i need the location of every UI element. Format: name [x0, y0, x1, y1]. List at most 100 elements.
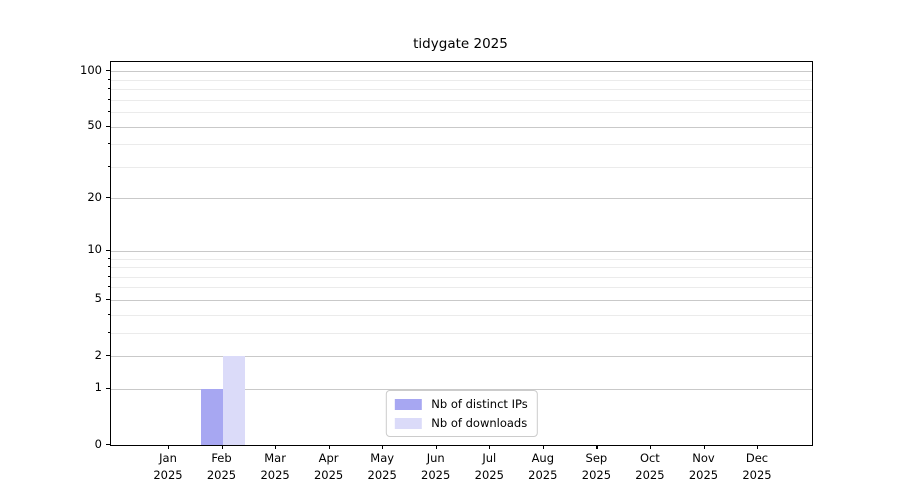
y-minor-tick-mark: [107, 110, 110, 113]
x-tick-label: Oct 2025: [620, 450, 680, 483]
x-tick-mark: [703, 445, 705, 449]
minor-gridline: [111, 144, 812, 146]
legend-swatch: [394, 417, 422, 429]
chart-title: tidygate 2025: [413, 36, 508, 52]
y-minor-tick-mark: [107, 266, 110, 268]
x-tick-mark: [275, 445, 277, 449]
y-minor-tick-mark: [107, 165, 110, 167]
x-tick-month: Mar: [264, 451, 286, 465]
y-minor-tick-mark: [107, 331, 110, 333]
x-tick-label: Apr 2025: [299, 450, 359, 483]
legend-item-label: Nb of distinct IPs: [431, 397, 528, 411]
legend-item-label: Nb of downloads: [431, 416, 528, 430]
x-tick-month: Sep: [585, 451, 608, 465]
x-tick-mark: [221, 445, 223, 449]
major-gridline: [111, 250, 812, 252]
x-tick-month: Dec: [745, 451, 769, 465]
y-minor-tick-mark: [107, 143, 110, 145]
x-tick-month: Jan: [159, 451, 177, 465]
x-tick-label: Mar 2025: [245, 450, 305, 483]
major-gridline: [111, 356, 812, 357]
x-tick-year: 2025: [260, 467, 290, 482]
x-tick-mark: [435, 445, 437, 449]
y-tick-label: 2: [94, 347, 102, 362]
bar-nb-of-distinct-ips: [200, 388, 223, 445]
y-tick-label: 1: [94, 380, 102, 395]
major-gridline: [111, 71, 812, 73]
legend-swatch: [394, 398, 422, 410]
x-tick-label: Jul 2025: [459, 450, 519, 483]
y-minor-tick-mark: [107, 257, 110, 259]
minor-gridline: [111, 79, 812, 81]
y-tick-label: 100: [80, 62, 102, 77]
legend: Nb of distinct IPs Nb of downloads: [385, 390, 538, 437]
x-tick-month: Feb: [211, 451, 232, 465]
x-tick-year: 2025: [474, 467, 504, 482]
x-tick-mark: [649, 445, 652, 449]
legend-item: Nb of downloads: [394, 416, 527, 430]
x-tick-mark: [328, 445, 330, 449]
y-tick-mark: [106, 355, 110, 357]
y-tick-label: 50: [87, 118, 102, 132]
minor-gridline: [111, 287, 812, 289]
x-tick-label: Feb 2025: [192, 450, 252, 483]
x-tick-month: Jul: [482, 451, 497, 465]
minor-gridline: [111, 314, 812, 316]
y-tick-mark: [106, 249, 110, 251]
y-minor-tick-mark: [107, 78, 110, 80]
x-tick-month: Oct: [639, 451, 660, 465]
y-minor-tick-mark: [107, 98, 110, 100]
major-gridline: [111, 388, 812, 390]
x-tick-mark: [757, 445, 759, 449]
major-gridline: [111, 299, 812, 301]
x-tick-label: May 2025: [352, 450, 412, 483]
minor-gridline: [111, 99, 812, 101]
minor-gridline: [111, 267, 812, 268]
minor-gridline: [111, 276, 812, 278]
x-tick-month: Nov: [692, 451, 715, 465]
x-tick-month: May: [370, 451, 395, 465]
major-gridline: [111, 198, 812, 200]
legend-item: Nb of distinct IPs: [394, 397, 528, 411]
x-tick-label: Nov 2025: [674, 450, 734, 483]
y-minor-tick-mark: [107, 286, 110, 288]
x-tick-year: 2025: [688, 467, 719, 482]
y-tick-label: 20: [87, 189, 102, 204]
bar-nb-of-downloads: [222, 356, 245, 445]
x-tick-month: Aug: [531, 451, 555, 465]
y-minor-tick-mark: [107, 88, 110, 90]
minor-gridline: [111, 258, 812, 260]
x-tick-mark: [489, 445, 491, 449]
y-tick-mark: [106, 298, 110, 300]
y-tick-label: 10: [87, 242, 102, 257]
y-tick-mark: [106, 125, 110, 127]
x-tick-label: Jun 2025: [406, 450, 466, 483]
x-tick-label: Jan 2025: [138, 450, 198, 483]
x-tick-year: 2025: [581, 467, 612, 482]
minor-gridline: [111, 111, 812, 113]
x-tick-month: Jun: [426, 451, 445, 465]
y-tick-mark: [106, 387, 110, 389]
plot-area: Nb of distinct IPs Nb of downloads: [110, 61, 813, 446]
x-tick-year: 2025: [421, 467, 451, 482]
x-tick-month: Apr: [318, 451, 339, 465]
x-tick-mark: [382, 445, 384, 449]
x-tick-label: Dec 2025: [727, 450, 787, 483]
x-tick-year: 2025: [635, 467, 665, 482]
minor-gridline: [111, 332, 812, 334]
x-tick-mark: [596, 445, 598, 449]
minor-gridline: [111, 166, 812, 168]
x-tick-year: 2025: [528, 467, 558, 482]
x-tick-label: Sep 2025: [566, 450, 626, 483]
y-minor-tick-mark: [107, 313, 110, 315]
x-tick-year: 2025: [742, 467, 772, 482]
x-tick-mark: [168, 445, 170, 449]
y-tick-mark: [106, 444, 110, 446]
y-tick-label: 5: [94, 291, 102, 306]
x-tick-year: 2025: [206, 467, 237, 482]
y-tick-mark: [106, 197, 110, 199]
x-tick-year: 2025: [313, 467, 344, 482]
major-gridline: [111, 126, 812, 128]
y-minor-tick-mark: [107, 275, 110, 277]
